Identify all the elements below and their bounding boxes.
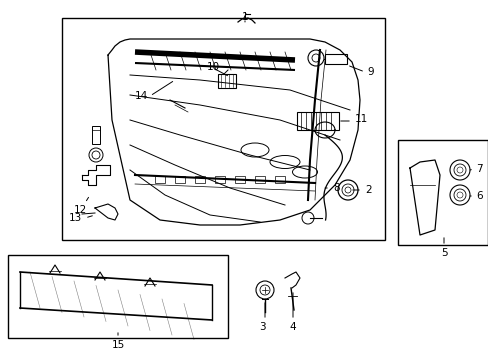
Bar [274, 176, 285, 183]
Bar [175, 176, 184, 183]
Text: 4: 4 [289, 322, 296, 332]
Text: 14: 14 [135, 91, 148, 101]
Text: 9: 9 [366, 67, 373, 77]
Text: 5: 5 [440, 248, 447, 258]
Bar [325, 54, 346, 64]
Text: 7: 7 [475, 164, 482, 174]
Bar [92, 126, 100, 144]
Text: 3: 3 [258, 322, 265, 332]
Bar [155, 176, 164, 183]
Bar [62, 18, 384, 240]
Bar [218, 74, 236, 88]
Bar [195, 176, 204, 183]
Text: 15: 15 [111, 340, 124, 350]
Bar [397, 140, 487, 245]
Text: 6: 6 [475, 191, 482, 201]
Bar [254, 176, 264, 183]
Text: 1: 1 [241, 12, 248, 22]
Bar [215, 176, 224, 183]
Text: 10: 10 [206, 62, 219, 72]
Text: 8: 8 [332, 183, 339, 193]
Text: 2: 2 [364, 185, 371, 195]
Text: 12: 12 [73, 205, 86, 215]
Text: 13: 13 [69, 213, 82, 223]
Bar [296, 112, 338, 130]
Bar [8, 255, 227, 338]
Text: 11: 11 [354, 114, 367, 124]
Bar [235, 176, 244, 183]
